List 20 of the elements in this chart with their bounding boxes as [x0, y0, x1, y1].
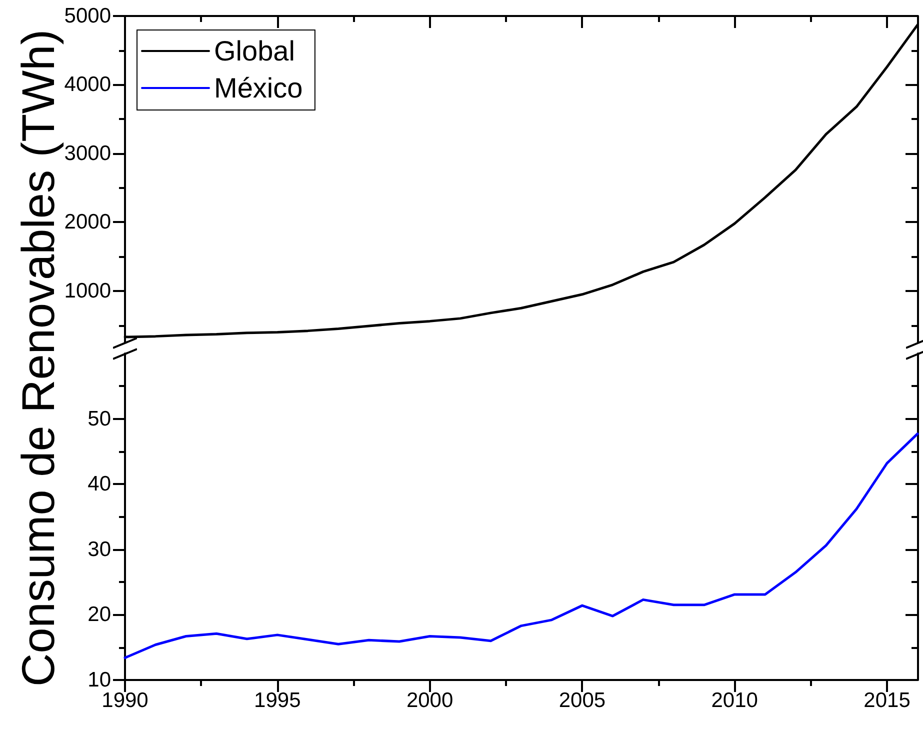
- x-tick-label: 1995: [254, 689, 301, 712]
- x-tick-label: 2005: [558, 689, 606, 712]
- x-tick-label: 2000: [406, 689, 454, 712]
- x-tick-label: 2010: [711, 689, 758, 712]
- y-tick-label: 30: [88, 538, 111, 561]
- legend-label: México: [214, 72, 303, 104]
- y-axis-title: Consumo de Renovables (TWh): [12, 29, 64, 687]
- y-tick-label: 10: [88, 668, 111, 692]
- y-tick-label: 1000: [64, 279, 111, 302]
- y-tick-label: 4000: [64, 73, 111, 96]
- y-tick-label: 3000: [64, 142, 111, 165]
- x-tick-label: 1990: [102, 689, 148, 712]
- x-tick-label: 2015: [864, 689, 910, 712]
- y-tick-label: 2000: [64, 210, 111, 234]
- y-tick-label: 50: [88, 407, 111, 430]
- line-series: [124, 432, 919, 660]
- y-tick-label: 20: [88, 603, 111, 626]
- y-tick-label: 5000: [64, 4, 111, 28]
- y-tick-label: 40: [88, 472, 111, 496]
- legend-label: Global: [214, 36, 295, 66]
